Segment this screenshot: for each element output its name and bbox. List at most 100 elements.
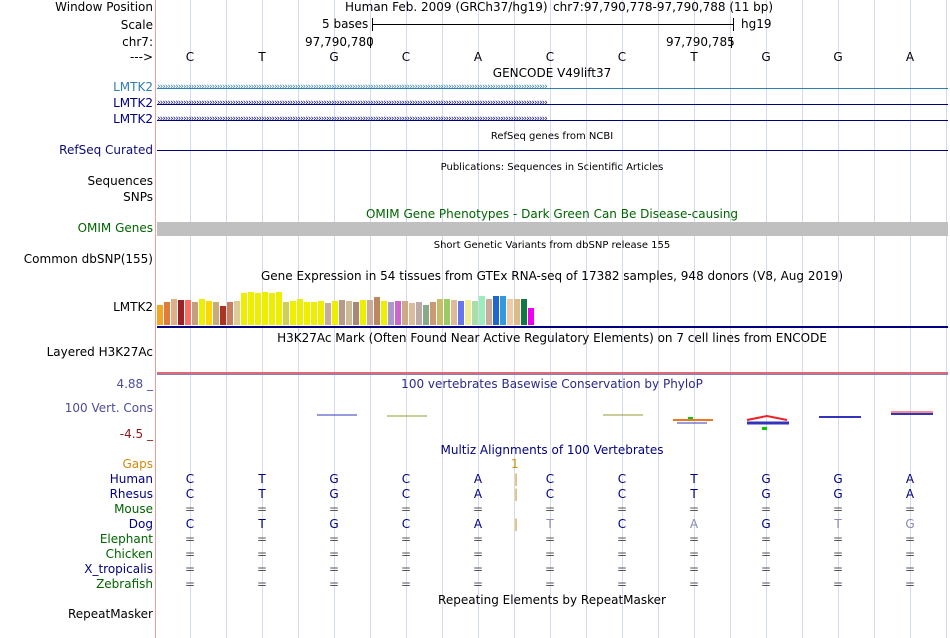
gtex-tissue-bar[interactable] bbox=[283, 302, 289, 325]
gencode-gene-label-1[interactable]: LMTK2 bbox=[113, 80, 153, 94]
gtex-tissue-bar[interactable] bbox=[458, 301, 464, 325]
gtex-tissue-bar[interactable] bbox=[290, 301, 296, 325]
omim-track-title[interactable]: OMIM Gene Phenotypes - Dark Green Can Be… bbox=[365, 207, 739, 221]
dbsnp-label[interactable]: Common dbSNP(155) bbox=[23, 252, 153, 266]
gtex-tissue-bar[interactable] bbox=[199, 299, 205, 325]
base-letter: A bbox=[473, 50, 483, 64]
gtex-tissue-bar[interactable] bbox=[395, 301, 401, 325]
gtex-tissue-bar[interactable] bbox=[507, 299, 513, 325]
publications-track-title[interactable]: Publications: Sequences in Scientific Ar… bbox=[440, 162, 664, 173]
gtex-tissue-bar[interactable] bbox=[213, 302, 219, 325]
gtex-gene-label[interactable]: LMTK2 bbox=[113, 300, 153, 314]
aligned-base: T bbox=[258, 517, 266, 531]
gtex-tissue-bar[interactable] bbox=[493, 296, 499, 325]
aligned-base: = bbox=[688, 562, 700, 576]
gtex-tissue-bar[interactable] bbox=[423, 305, 429, 325]
refseq-label[interactable]: RefSeq Curated bbox=[59, 143, 153, 157]
gtex-tissue-bar[interactable] bbox=[381, 301, 387, 325]
gtex-tissue-bar[interactable] bbox=[297, 299, 303, 325]
gtex-tissue-bar[interactable] bbox=[486, 299, 492, 325]
aligned-base: = bbox=[616, 532, 628, 546]
cons-phylop-graph[interactable] bbox=[157, 400, 948, 434]
cons-track-label[interactable]: 100 Vert. Cons bbox=[64, 401, 153, 415]
gtex-tissue-bar[interactable] bbox=[388, 302, 394, 325]
gtex-tissue-bar[interactable] bbox=[367, 300, 373, 325]
gtex-expression-bars[interactable] bbox=[157, 283, 557, 325]
gtex-tissue-bar[interactable] bbox=[262, 292, 268, 325]
gtex-tissue-bar[interactable] bbox=[185, 300, 191, 325]
gtex-tissue-bar[interactable] bbox=[192, 302, 198, 325]
species-label[interactable]: Zebrafish bbox=[96, 577, 153, 591]
gtex-tissue-bar[interactable] bbox=[269, 293, 275, 325]
gtex-tissue-bar[interactable] bbox=[500, 296, 506, 325]
gtex-tissue-bar[interactable] bbox=[465, 300, 471, 325]
gencode-gene-line-2[interactable] bbox=[157, 104, 948, 105]
gtex-tissue-bar[interactable] bbox=[444, 299, 450, 325]
base-letter: C bbox=[401, 50, 411, 64]
species-label[interactable]: Human bbox=[109, 472, 153, 486]
cons-track-title[interactable]: 100 vertebrates Basewise Conservation by… bbox=[401, 377, 703, 391]
gtex-tissue-bar[interactable] bbox=[206, 301, 212, 325]
gtex-tissue-bar[interactable] bbox=[332, 301, 338, 325]
gencode-gene-label-3[interactable]: LMTK2 bbox=[113, 112, 153, 126]
gtex-tissue-bar[interactable] bbox=[339, 300, 345, 325]
gaps-label[interactable]: Gaps bbox=[122, 457, 153, 471]
gtex-tissue-bar[interactable] bbox=[276, 292, 282, 325]
gtex-tissue-bar[interactable] bbox=[514, 299, 520, 325]
gtex-tissue-bar[interactable] bbox=[528, 308, 534, 325]
gtex-tissue-bar[interactable] bbox=[178, 300, 184, 325]
gencode-gene-line-3[interactable] bbox=[157, 120, 948, 121]
gtex-tissue-bar[interactable] bbox=[437, 299, 443, 325]
species-label[interactable]: Mouse bbox=[114, 502, 153, 516]
gtex-tissue-bar[interactable] bbox=[234, 301, 240, 325]
species-label[interactable]: Chicken bbox=[105, 547, 153, 561]
refseq-gene-line[interactable] bbox=[157, 150, 948, 151]
gtex-tissue-bar[interactable] bbox=[346, 301, 352, 325]
gtex-tissue-bar[interactable] bbox=[171, 299, 177, 325]
multiz-track-title[interactable]: Multiz Alignments of 100 Vertebrates bbox=[440, 443, 664, 457]
species-label[interactable]: Elephant bbox=[99, 532, 153, 546]
gtex-tissue-bar[interactable] bbox=[241, 293, 247, 325]
h3k27ac-track-title[interactable]: H3K27Ac Mark (Often Found Near Active Re… bbox=[277, 331, 827, 345]
gtex-tissue-bar[interactable] bbox=[360, 300, 366, 325]
gtex-tissue-bar[interactable] bbox=[318, 301, 324, 325]
species-label[interactable]: Rhesus bbox=[109, 487, 153, 501]
base-letter: G bbox=[329, 50, 339, 64]
gencode-track-title[interactable]: GENCODE V49lift37 bbox=[492, 66, 612, 80]
gtex-tissue-bar[interactable] bbox=[416, 302, 422, 325]
repeatmasker-label[interactable]: RepeatMasker bbox=[67, 607, 153, 621]
gtex-tissue-bar[interactable] bbox=[255, 293, 261, 325]
repeatmasker-track-title[interactable]: Repeating Elements by RepeatMasker bbox=[438, 593, 666, 607]
gtex-tissue-bar[interactable] bbox=[248, 292, 254, 325]
gencode-gene-line-1[interactable] bbox=[157, 88, 948, 89]
snps-label[interactable]: SNPs bbox=[123, 190, 153, 204]
gtex-tissue-bar[interactable] bbox=[353, 302, 359, 325]
omim-label[interactable]: OMIM Genes bbox=[77, 221, 153, 235]
omim-gene-bar[interactable] bbox=[157, 222, 948, 236]
gtex-tissue-bar[interactable] bbox=[304, 302, 310, 325]
refseq-track-title[interactable]: RefSeq genes from NCBI bbox=[490, 131, 614, 142]
gtex-tissue-bar[interactable] bbox=[402, 301, 408, 325]
gtex-tissue-bar[interactable] bbox=[325, 303, 331, 325]
sequences-label[interactable]: Sequences bbox=[87, 174, 153, 188]
gtex-tissue-bar[interactable] bbox=[451, 300, 457, 325]
gtex-track-title[interactable]: Gene Expression in 54 tissues from GTEx … bbox=[260, 269, 844, 283]
gtex-tissue-bar[interactable] bbox=[220, 306, 226, 325]
gtex-tissue-bar[interactable] bbox=[521, 299, 527, 325]
species-label[interactable]: Dog bbox=[128, 517, 153, 531]
gtex-tissue-bar[interactable] bbox=[479, 296, 485, 325]
dbsnp-track-title[interactable]: Short Genetic Variants from dbSNP releas… bbox=[433, 240, 671, 251]
gtex-tissue-bar[interactable] bbox=[374, 297, 380, 325]
gtex-tissue-bar[interactable] bbox=[472, 301, 478, 325]
gtex-tissue-bar[interactable] bbox=[227, 302, 233, 325]
species-label[interactable]: X_tropicalis bbox=[84, 562, 153, 576]
gencode-gene-label-2[interactable]: LMTK2 bbox=[113, 96, 153, 110]
gtex-tissue-bar[interactable] bbox=[164, 302, 170, 325]
gtex-tissue-bar[interactable] bbox=[311, 302, 317, 325]
aligned-base: C bbox=[617, 487, 627, 501]
gtex-tissue-bar[interactable] bbox=[409, 303, 415, 325]
gtex-tissue-bar[interactable] bbox=[157, 305, 163, 325]
gtex-tissue-bar[interactable] bbox=[430, 302, 436, 325]
h3k27ac-label[interactable]: Layered H3K27Ac bbox=[46, 345, 153, 359]
